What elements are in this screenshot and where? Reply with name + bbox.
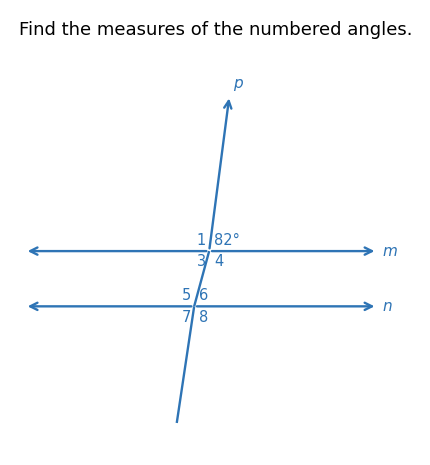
Text: p: p <box>233 76 243 91</box>
Text: 82°: 82° <box>214 233 240 248</box>
Text: 6: 6 <box>199 288 208 303</box>
Text: 3: 3 <box>197 254 206 269</box>
Text: n: n <box>381 299 391 314</box>
Text: Find the measures of the numbered angles.: Find the measures of the numbered angles… <box>19 21 411 39</box>
Text: 7: 7 <box>181 310 190 325</box>
Text: 1: 1 <box>196 233 206 248</box>
Text: 8: 8 <box>199 310 208 325</box>
Text: 5: 5 <box>181 288 190 303</box>
Text: 4: 4 <box>214 254 223 269</box>
Text: m: m <box>381 244 396 259</box>
